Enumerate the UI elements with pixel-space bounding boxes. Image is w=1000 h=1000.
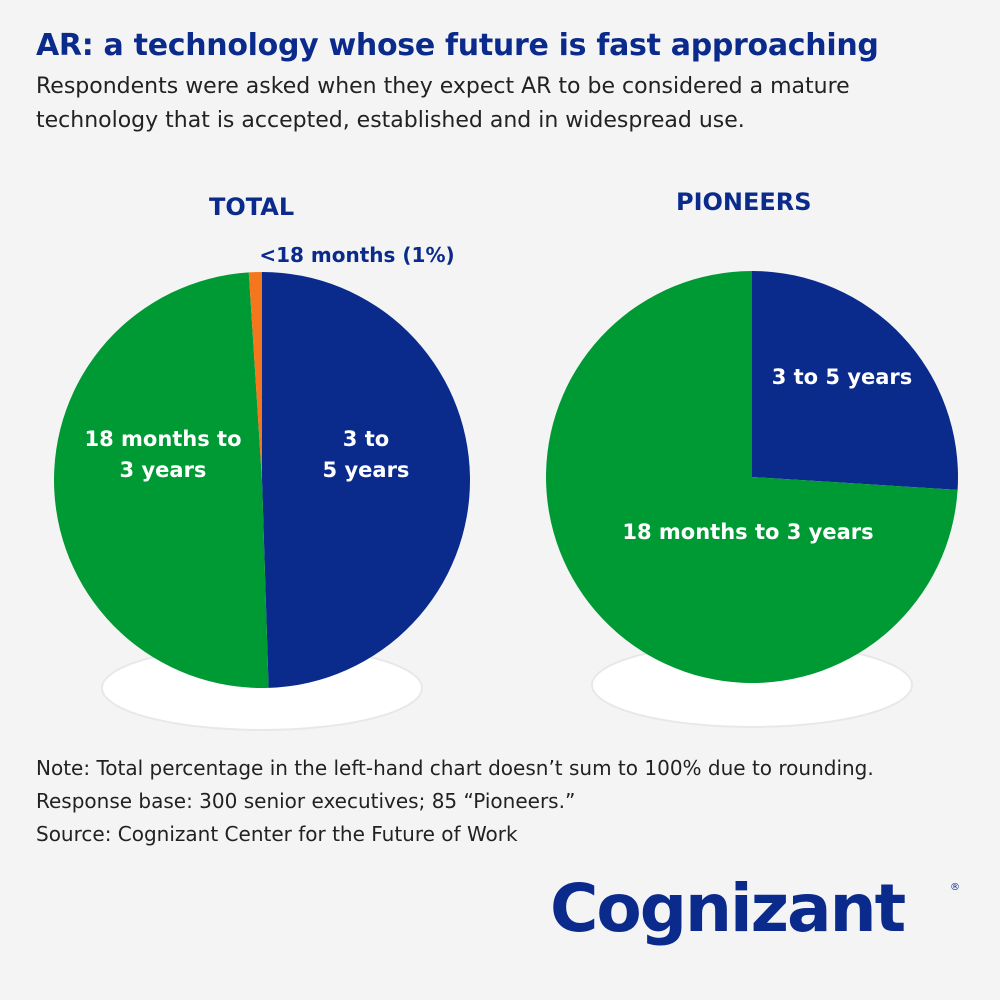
page-subtitle: Respondents were asked when they expect … — [36, 74, 850, 133]
pie-slice-label: 18 months to 3 years — [622, 520, 873, 544]
pie-slice — [752, 271, 958, 490]
source-line: Source: Cognizant Center for the Future … — [36, 822, 518, 846]
total-chart-title: TOTAL — [209, 193, 295, 221]
pie-slice-label: 3 to 5 years — [772, 365, 913, 389]
total-pie: 3 to 5 years 18 months to 3 years <18 months… — [53, 243, 471, 689]
page-title: AR: a technology whose future is fast ap… — [36, 28, 879, 63]
pie-slice-label: 3 to 5 years — [323, 427, 410, 482]
pie-slice — [248, 272, 262, 480]
pie-slice — [53, 272, 269, 689]
pie-slice — [262, 272, 471, 688]
pioneers-pie: 3 to 5 years 18 months to 3 years — [546, 271, 958, 683]
notes: Note: Total percentage in the left-hand … — [36, 752, 976, 851]
pie-slice-label: <18 months (1%) — [259, 243, 454, 267]
pie-slice-label: 18 months to 3 years — [84, 427, 241, 482]
pioneers-chart-title: PIONEERS — [676, 188, 812, 216]
pie-slice — [546, 271, 958, 683]
response-base-line: Response base: 300 senior executives; 85… — [36, 789, 576, 813]
note-line: Note: Total percentage in the left-hand … — [36, 756, 874, 780]
cognizant-logo: Cognizant — [550, 870, 906, 947]
registered-mark: ® — [950, 882, 960, 893]
